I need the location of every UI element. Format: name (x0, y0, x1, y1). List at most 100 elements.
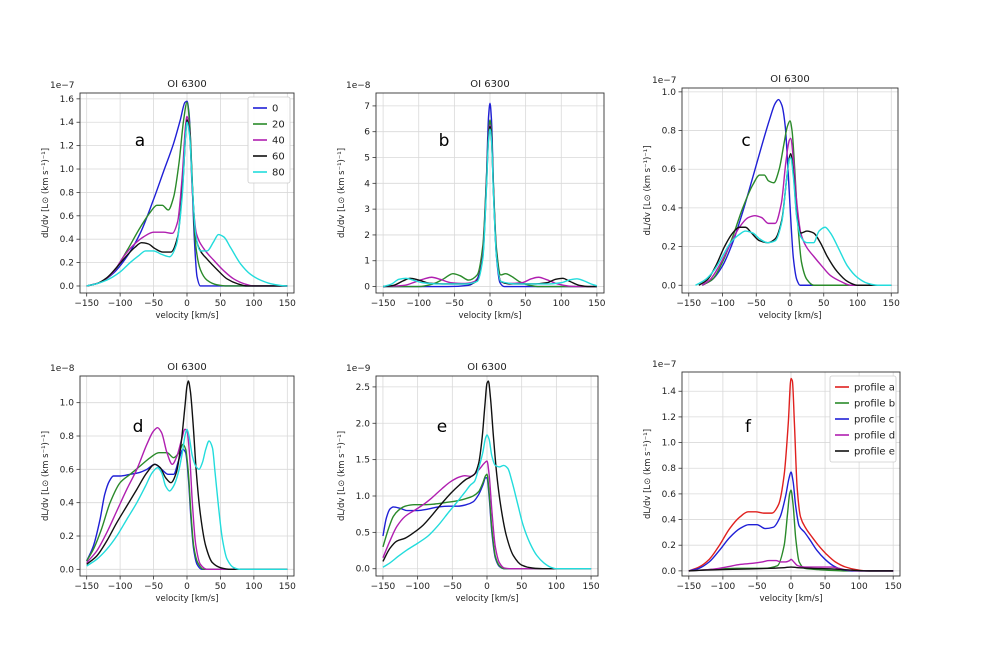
panel-d: −150 −100 −50 0 50 100 150 0.0 0.2 0.4 0.6 0.8 1.0 1e… (41, 362, 296, 604)
series-group-f (688, 377, 894, 572)
series-line-a-0 (86, 100, 288, 287)
legend-entry: profile d (854, 431, 895, 442)
series-group-d (86, 380, 288, 571)
panel-letter: d (133, 417, 144, 437)
y-tick-label: 0.8 (60, 432, 75, 442)
legend-entry: 40 (272, 136, 285, 147)
y-tick-label: 0.6 (60, 212, 75, 222)
series-line-f-2 (688, 471, 894, 572)
x-axis-label: velocity [km/s] (758, 311, 821, 321)
y-tick-label: 0.4 (60, 235, 75, 245)
legend-entry: profile a (854, 383, 895, 394)
y-tick-label: 1 (364, 257, 370, 267)
panel-letter: b (439, 131, 450, 151)
series-line-c-1 (701, 120, 892, 286)
panel-letter: c (741, 131, 750, 151)
x-tick-label: 100 (849, 299, 866, 309)
chart-title: OI 6300 (167, 362, 206, 373)
panel-c: −150 −100 −50 0 50 100 150 0.0 0.2 0.4 0.6 0.8 1.0 1e… (643, 74, 900, 321)
y-tick-label: 0.5 (356, 528, 370, 538)
y-tick-label: 1.2 (60, 142, 74, 152)
y-tick-label: 1.2 (662, 413, 676, 423)
x-tick-label: 50 (520, 299, 532, 309)
series-group-a (86, 100, 288, 287)
x-tick-label: −150 (676, 299, 701, 309)
x-tick-label: −100 (710, 299, 735, 309)
x-tick-label: 0 (788, 582, 794, 592)
chart-title: OI 6300 (770, 74, 809, 85)
x-tick-label: −150 (74, 299, 99, 309)
grid-b (376, 93, 604, 293)
y-tick-label: 1.5 (356, 456, 370, 466)
panels: −150 −100 −50 0 50 100 1500.00.20.40.60.81.01.… (41, 74, 902, 604)
y-tick-label: 1.4 (60, 118, 75, 128)
x-tick-label: −50 (144, 299, 163, 309)
series-line-c-2 (701, 137, 892, 286)
panel-e: −150 −100 −50 0 50 100 150 0.0 0.5 1.0 1.5 2.0 2.5 1e… (337, 362, 600, 604)
series-line-d-1 (86, 443, 288, 571)
x-tick-label: −50 (747, 582, 766, 592)
x-tick-label: 50 (215, 299, 227, 309)
y-tick-label: 3 (364, 205, 370, 215)
x-tick-label: 100 (245, 582, 262, 592)
legend-box (829, 375, 897, 463)
legend-entry: profile e (854, 447, 895, 458)
y-tick-label: 0.4 (60, 499, 75, 509)
series-line-a-4 (86, 121, 288, 287)
y-tick-label: 2.5 (356, 383, 370, 393)
panel-a: −150 −100 −50 0 50 100 150 0.0 0.2 0.4 0.6 0.8 1.0 1.… (41, 79, 296, 321)
y-tick-label: 0.6 (662, 165, 677, 175)
series-line-d-2 (86, 426, 288, 571)
y-tick-label: 0.0 (356, 565, 371, 575)
y-tick-label: 0.0 (662, 567, 677, 577)
series-line-e-1 (382, 473, 592, 570)
y-tick-label: 0.8 (60, 188, 75, 198)
x-tick-label: −50 (443, 582, 462, 592)
exponent-label: 1e−7 (652, 76, 677, 86)
y-tick-label: 0.8 (662, 127, 677, 137)
x-axis-label: velocity [km/s] (155, 311, 218, 321)
x-axis-label: velocity [km/s] (458, 311, 521, 321)
exponent-label: 1e−7 (50, 81, 75, 91)
series-line-b-4 (382, 128, 598, 288)
legend-f: profile a profile b profile c profile d prof… (829, 375, 897, 463)
exponent-label: 1e−9 (346, 364, 371, 374)
x-tick-label: 150 (885, 582, 902, 592)
y-axis-label: dL/dv [L⊙ (km s⁻¹)⁻¹] (643, 429, 653, 519)
y-axis-label: dL/dv [L⊙ (km s⁻¹)⁻¹] (41, 148, 51, 238)
x-tick-label: −150 (74, 582, 99, 592)
y-tick-label: 0.0 (662, 281, 677, 291)
x-tick-label: 0 (487, 299, 493, 309)
y-tick-label: 1.4 (662, 387, 677, 397)
series-line-b-1 (383, 119, 597, 288)
series-line-c-0 (701, 98, 892, 286)
panel-f: −150 −100 −50 0 50 100 150 0.0 0.2 0.4 0.6 0.8 1.0 1.… (643, 360, 902, 604)
chart-title: OI 6300 (167, 79, 206, 90)
panel-letter: a (135, 131, 145, 151)
y-tick-label: 4 (364, 179, 370, 189)
series-line-f-0 (688, 377, 894, 572)
x-tick-label: 100 (548, 582, 565, 592)
y-tick-label: 1.0 (662, 439, 677, 449)
y-tick-label: 1.0 (60, 165, 75, 175)
y-tick-label: 0.0 (60, 282, 75, 292)
series-group-c (695, 98, 892, 286)
x-tick-label: 150 (588, 299, 605, 309)
y-axis-label: dL/dv [L⊙ (km s⁻¹)⁻¹] (41, 431, 51, 521)
y-tick-label: 0.4 (662, 516, 677, 526)
x-tick-label: 50 (215, 582, 227, 592)
x-tick-label: −50 (445, 299, 464, 309)
y-tick-label: 0.8 (662, 464, 677, 474)
series-line-b-3 (383, 125, 597, 288)
exponent-label: 1e−8 (50, 364, 75, 374)
series-line-c-4 (695, 156, 892, 286)
x-tick-label: 150 (279, 582, 296, 592)
x-tick-label: −100 (108, 299, 133, 309)
y-tick-label: 7 (364, 102, 370, 112)
x-tick-label: −100 (406, 299, 431, 309)
x-tick-label: 0 (484, 582, 490, 592)
y-tick-label: 1.0 (60, 399, 75, 409)
x-tick-label: 50 (819, 582, 831, 592)
legend-entry: profile c (854, 415, 894, 426)
